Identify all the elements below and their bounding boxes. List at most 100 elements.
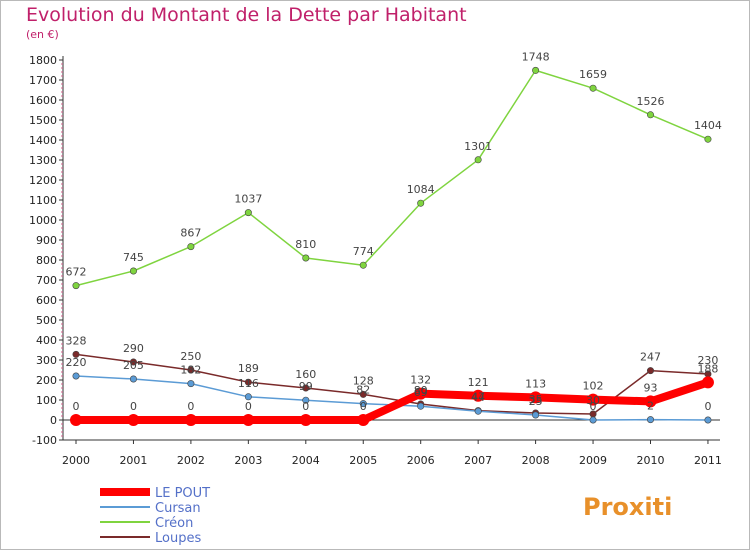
data-point (72, 350, 80, 358)
y-tick-label: 1700 (29, 74, 57, 87)
x-tick-label: 2011 (694, 454, 722, 467)
y-tick-label: 500 (36, 314, 57, 327)
data-point (646, 416, 654, 424)
y-tick-label: 1100 (29, 194, 57, 207)
data-point (187, 380, 195, 388)
y-tick-label: 700 (36, 274, 57, 287)
data-label: 205 (123, 359, 144, 372)
y-tick-label: 300 (36, 354, 57, 367)
data-label: 47 (471, 391, 485, 404)
data-point (532, 411, 540, 419)
data-label: 290 (123, 342, 144, 355)
y-tick-label: 1300 (29, 154, 57, 167)
data-label: 1301 (464, 140, 492, 153)
data-point (414, 387, 427, 400)
data-label: 182 (180, 364, 201, 377)
data-point (704, 416, 712, 424)
data-point (187, 243, 195, 251)
data-point (704, 135, 712, 143)
data-label: 220 (66, 356, 87, 369)
x-tick-label: 2002 (177, 454, 205, 467)
data-point (127, 414, 140, 426)
x-tick-label: 2007 (464, 454, 492, 467)
data-point (532, 66, 540, 74)
proxiti-logo-text: Proxiti (583, 493, 672, 521)
series-line-cr-on (75, 69, 709, 287)
data-point (472, 389, 485, 402)
data-label: 0 (302, 400, 309, 413)
data-point (589, 84, 597, 92)
data-label: 99 (299, 380, 313, 393)
data-point (474, 156, 482, 164)
data-label: 128 (353, 374, 374, 387)
x-tick-label: 2006 (407, 454, 435, 467)
data-point (302, 396, 310, 404)
data-point (357, 414, 370, 426)
chart-unit: (en €) (26, 28, 59, 41)
y-tick-label: 1200 (29, 174, 57, 187)
y-tick-label: 400 (36, 334, 57, 347)
data-point (359, 400, 367, 408)
data-label: 25 (529, 395, 543, 408)
data-label: 810 (295, 238, 316, 251)
data-label: 132 (410, 374, 431, 387)
data-label: 102 (583, 380, 604, 393)
data-label: 2 (647, 400, 654, 413)
data-point (529, 391, 542, 404)
data-point (302, 254, 310, 262)
x-tick-label: 2003 (234, 454, 262, 467)
y-tick-label: 900 (36, 234, 57, 247)
data-point (244, 393, 252, 401)
y-tick-label: 100 (36, 394, 57, 407)
data-label: 774 (353, 245, 374, 258)
data-label: 1526 (637, 95, 665, 108)
y-tick-label: 1000 (29, 214, 57, 227)
data-label: 69 (414, 386, 428, 399)
data-label: 35 (529, 393, 543, 406)
data-label: 121 (468, 376, 489, 389)
data-label: 188 (697, 362, 718, 375)
data-point (302, 384, 310, 392)
data-label: 250 (180, 350, 201, 363)
data-point (646, 367, 654, 375)
data-point (129, 358, 137, 366)
x-tick-label: 2004 (292, 454, 320, 467)
data-point (474, 407, 482, 415)
data-point (129, 375, 137, 383)
legend-label: Créon (155, 516, 193, 531)
data-label: 44 (471, 391, 485, 404)
data-point (589, 416, 597, 424)
data-point (187, 366, 195, 374)
data-point (72, 372, 80, 380)
legend-label: Cursan (155, 501, 201, 516)
data-point (70, 414, 82, 426)
data-label: 116 (238, 377, 259, 390)
data-point (244, 378, 252, 386)
data-label: 1404 (694, 119, 722, 132)
x-tick-label: 2008 (522, 454, 550, 467)
data-label: 867 (180, 227, 201, 240)
data-point (129, 267, 137, 275)
data-label: 82 (356, 384, 370, 397)
x-tick-label: 2009 (579, 454, 607, 467)
y-tick-label: 1500 (29, 114, 57, 127)
data-label: 1748 (522, 50, 550, 63)
proxiti-logo: Proxiti (583, 493, 672, 521)
chart-title: Evolution du Montant de la Dette par Hab… (26, 4, 467, 26)
data-label: 1037 (234, 193, 262, 206)
data-label: 0 (590, 400, 597, 413)
data-point (587, 393, 600, 406)
data-label: 0 (187, 400, 194, 413)
data-point (417, 199, 425, 207)
data-label: 0 (130, 400, 137, 413)
data-point (184, 414, 197, 426)
y-tick-label: 200 (36, 374, 57, 387)
legend-label: Loupes (155, 531, 201, 546)
data-point (644, 395, 657, 408)
data-point (646, 111, 654, 119)
series-line-loupes (75, 353, 708, 415)
x-tick-label: 2001 (119, 454, 147, 467)
y-tick-label: 1400 (29, 134, 57, 147)
data-point (299, 414, 312, 426)
